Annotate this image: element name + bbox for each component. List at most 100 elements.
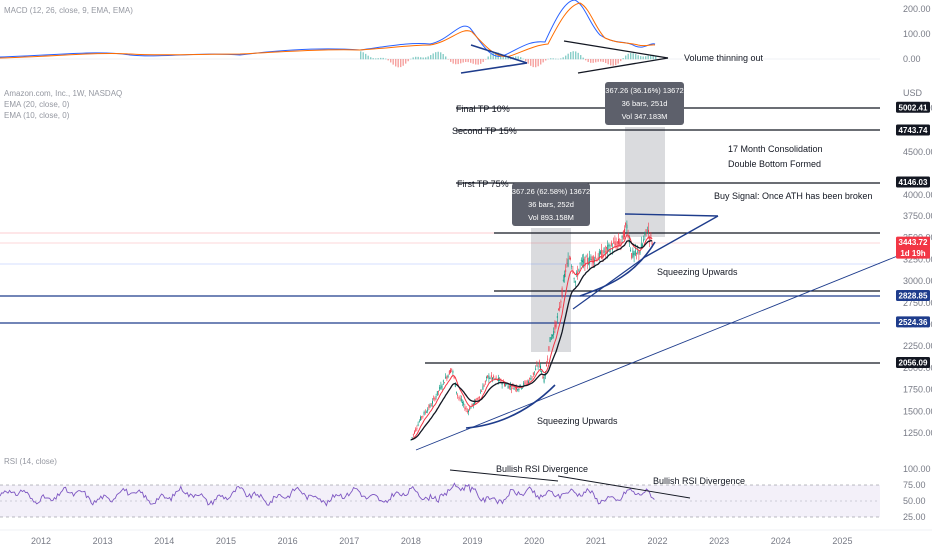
price-pane: Amazon.com, Inc., 1W, NASDAQ EMA (20, cl…	[0, 82, 932, 451]
price-tick-label: 1750.00	[903, 385, 932, 395]
macd-histogram-bar	[397, 59, 399, 68]
macd-histogram-bar	[525, 59, 527, 62]
candle-body	[598, 251, 600, 259]
macd-histogram-bar	[605, 59, 607, 64]
candle-body	[504, 383, 505, 386]
macd-histogram-bar	[372, 58, 374, 60]
candle-body	[616, 241, 618, 244]
candle-body	[464, 407, 466, 410]
rising-trendline	[572, 256, 646, 310]
candle-body	[590, 258, 592, 260]
price-level-tag	[896, 289, 930, 301]
macd-tick-label: 200.00	[903, 4, 931, 14]
macd-histogram-bar	[505, 56, 507, 60]
candle-body	[637, 251, 639, 253]
candle-body	[506, 384, 508, 386]
macd-histogram-bar	[632, 53, 634, 60]
macd-histogram-bar	[537, 59, 539, 67]
candle-body	[520, 388, 522, 389]
rsi-divergence-note-2: Bullish RSI Divergence	[653, 476, 745, 486]
candle-body	[645, 229, 647, 232]
macd-histogram-bar	[577, 52, 579, 60]
candle-body	[630, 249, 631, 251]
macd-histogram-bar	[365, 53, 367, 60]
price-tick-label: 3250.00	[903, 254, 932, 264]
price-level-tags: 5002.41 4743.74 4146.03 3443.72 1d 19h 2828.8…	[896, 101, 930, 369]
price-tick-label: 4500.00	[903, 147, 932, 157]
candle-body	[627, 235, 629, 239]
macd-histogram-bar	[420, 57, 422, 60]
candle-body	[531, 376, 533, 378]
candle-body	[644, 232, 646, 236]
candle-body	[469, 407, 471, 411]
svg-text:Vol 347.183M: Vol 347.183M	[622, 112, 668, 121]
candle-body	[482, 386, 484, 390]
candle-body	[516, 386, 517, 390]
ema-10-line	[410, 233, 653, 441]
candle-body	[495, 377, 497, 379]
candle-body	[486, 377, 487, 379]
triangle-top	[624, 213, 719, 217]
candle-body	[514, 386, 516, 388]
candle-body	[471, 403, 473, 406]
candle-body	[460, 398, 462, 402]
macd-histogram-bar	[592, 59, 594, 63]
measure-range-2020	[531, 228, 571, 352]
candle-body	[472, 403, 474, 406]
candle-body	[528, 381, 529, 384]
currency-label: USD	[903, 88, 923, 98]
candle-body	[615, 243, 617, 248]
candle-body	[610, 242, 612, 246]
price-tick-label: 3750.00	[903, 211, 932, 221]
price-level-tag	[896, 357, 930, 369]
macd-histogram-bar	[610, 59, 612, 66]
candle-body	[423, 411, 425, 415]
candle-body	[492, 377, 493, 380]
measure-range-2021	[625, 127, 665, 237]
macd-histogram-bar	[550, 58, 552, 60]
candle-body	[620, 242, 622, 244]
macd-histogram-bar	[485, 59, 487, 60]
measure-box-2021: 1367.26 (36.16%) 136726 36 bars, 251d Vo…	[601, 82, 688, 125]
candle-body	[601, 249, 603, 259]
macd-histogram-bar	[652, 54, 654, 60]
macd-histogram-bar	[405, 59, 407, 64]
macd-histogram-bar	[562, 57, 564, 60]
candle-body	[432, 401, 433, 404]
candle-body	[648, 229, 649, 233]
macd-histogram-bar	[545, 59, 547, 61]
candle-body	[595, 256, 597, 258]
x-tick-label: 2017	[339, 536, 359, 546]
macd-triangle-bottom	[577, 57, 669, 74]
candle-body	[463, 402, 465, 405]
macd-histogram-bar	[480, 59, 482, 64]
candle-body	[568, 258, 570, 260]
candle-body	[567, 259, 569, 267]
candle-body	[596, 258, 598, 261]
macd-histogram-bar	[555, 58, 557, 60]
candle-body	[621, 235, 623, 238]
macd-histogram-bar	[417, 56, 419, 60]
candle-body	[594, 259, 595, 262]
rsi-divergence-line-1	[449, 469, 559, 482]
candle-body	[556, 316, 558, 319]
macd-axis: 200.00 100.00 0.00	[903, 4, 931, 64]
macd-histogram-bar	[407, 59, 409, 62]
candle-body	[549, 337, 551, 343]
candle-body	[417, 424, 419, 426]
macd-histogram	[360, 51, 657, 68]
candle-body	[435, 396, 437, 398]
candle-body	[420, 416, 421, 421]
x-tick-label: 2012	[31, 536, 51, 546]
squeeze-curve-2021	[579, 241, 656, 297]
macd-histogram-bar	[482, 59, 484, 63]
macd-histogram-bar	[607, 59, 609, 65]
candle-body	[640, 243, 642, 248]
candle-body	[537, 366, 539, 368]
buy-signal-note: Buy Signal: Once ATH has been broken	[714, 191, 872, 201]
candle-body	[643, 239, 645, 242]
candle-body	[416, 428, 418, 429]
candle-body	[586, 258, 588, 264]
candle-body	[427, 409, 429, 412]
